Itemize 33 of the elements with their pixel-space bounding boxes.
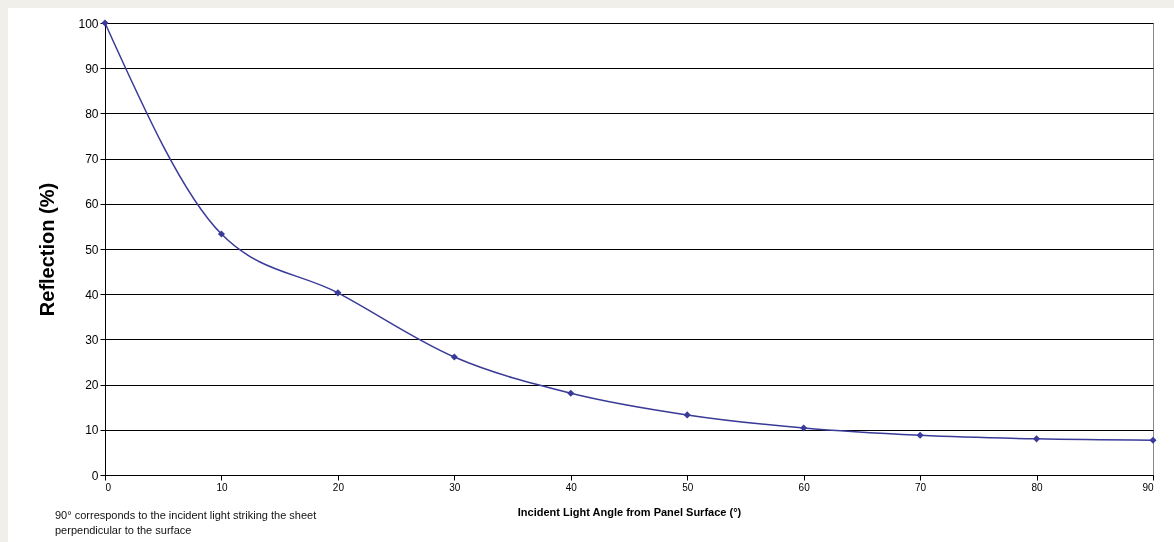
point [450,353,458,361]
y-tick-label: 60 [85,197,99,212]
y-tick-label: 10 [85,423,99,438]
point [916,431,924,439]
point [217,230,225,238]
text: 90° corresponds to the incident light striking the sheet perpendicular to the surface [55,508,318,538]
point [800,424,808,432]
point [1149,436,1157,444]
x-tick-label: 90 [1142,481,1154,493]
x-tick-label: 60 [798,481,811,493]
x-tick-label: 40 [565,481,578,493]
x-tick-label: 70 [915,481,927,493]
point [567,389,575,397]
y-tick-label: 0 [91,468,99,483]
x-axis-title: Incident Light Angle from Panel Surface (°) [517,505,742,518]
point [1033,435,1041,443]
y-tick-label: 80 [85,106,99,121]
point [683,411,691,419]
x-tick-label: 0 [105,481,112,493]
y-axis-title: Reflection (%) [36,182,59,317]
point [334,289,342,297]
y-tick-label: 90 [85,61,99,76]
x-tick-label: 10 [216,481,228,493]
y-tick-label: 20 [85,378,99,393]
y-tick-label: 50 [85,242,99,257]
y-tick-label: 100 [78,16,99,31]
x-tick-label: 20 [332,481,345,493]
y-tick-label: 30 [85,332,99,347]
x-tick-label: 30 [449,481,461,493]
y-tick-label: 70 [85,152,99,167]
x-tick-label: 80 [1031,481,1044,493]
x-tick-label: 50 [682,481,694,493]
y-tick-label: 40 [85,287,99,302]
